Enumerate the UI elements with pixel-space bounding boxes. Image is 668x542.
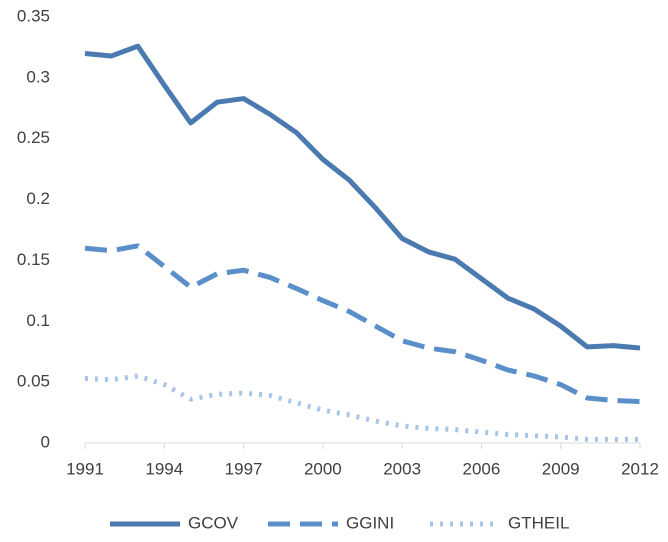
y-tick-label: 0.25 [17, 128, 50, 147]
legend-label: GTHEIL [508, 513, 569, 532]
y-tick-label: 0.2 [26, 189, 50, 208]
y-tick-label: 0.1 [26, 311, 50, 330]
x-tick-label: 2003 [383, 459, 421, 478]
x-tick-label: 1994 [145, 459, 183, 478]
y-tick-label: 0.3 [26, 67, 50, 86]
series-line [84, 243, 641, 405]
y-tick-label: 0.05 [17, 372, 50, 391]
x-tick-label: 1997 [225, 459, 263, 478]
legend-label: GCOV [188, 513, 239, 532]
y-tick-label: 0.35 [17, 6, 50, 25]
x-tick-label: 2009 [542, 459, 580, 478]
y-tick-label: 0 [41, 432, 50, 451]
series-line [84, 43, 641, 351]
legend-label: GGINI [346, 513, 394, 532]
x-tick-label: 2006 [463, 459, 501, 478]
series-line [84, 373, 640, 442]
y-tick-label: 0.15 [17, 250, 50, 269]
x-tick-label: 2012 [621, 459, 659, 478]
x-tick-label: 1991 [66, 459, 104, 478]
x-tick-label: 2000 [304, 459, 342, 478]
